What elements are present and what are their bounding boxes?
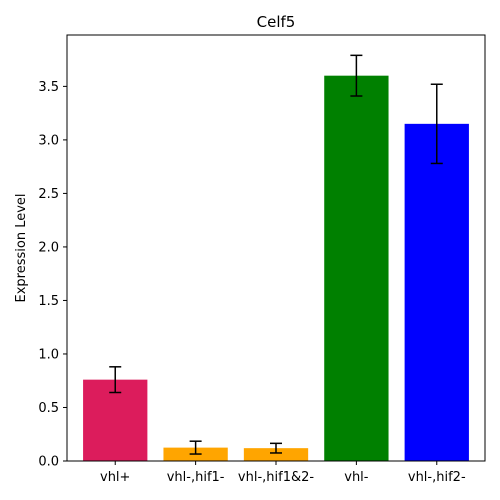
y-tick-label-7: 3.0 [38,133,59,148]
y-tick-label-8: 3.5 [38,80,59,95]
bar-4 [324,75,389,461]
y-tick-label-1: 0.0 [38,455,59,470]
x-tick-label-1: vhl+ [100,470,130,485]
error-bars-layer [109,54,443,455]
x-tick-label-4: vhl- [344,470,369,485]
x-tick-label-2: vhl-,hif1- [167,470,225,485]
y-tick-label-3: 1.0 [38,347,59,362]
y-tick-label-2: 0.5 [38,401,59,416]
y-axis-label: Expression Level [14,193,29,302]
x-tick-label-5: vhl-,hif2- [408,470,466,485]
bars-layer [83,75,469,461]
chart-title: Celf5 [257,13,296,31]
bar-5 [404,123,469,461]
x-tick-label-3: vhl-,hif1&2- [238,470,314,485]
y-tick-label-4: 1.5 [38,294,59,309]
bar-3 [243,448,309,461]
ticks-layer: vhl+ vhl-,hif1- vhl-,hif1&2- vhl-vhl-,hif2-… [38,80,466,485]
y-tick-label-5: 2.0 [38,240,59,255]
y-tick-label-6: 2.5 [38,187,59,202]
